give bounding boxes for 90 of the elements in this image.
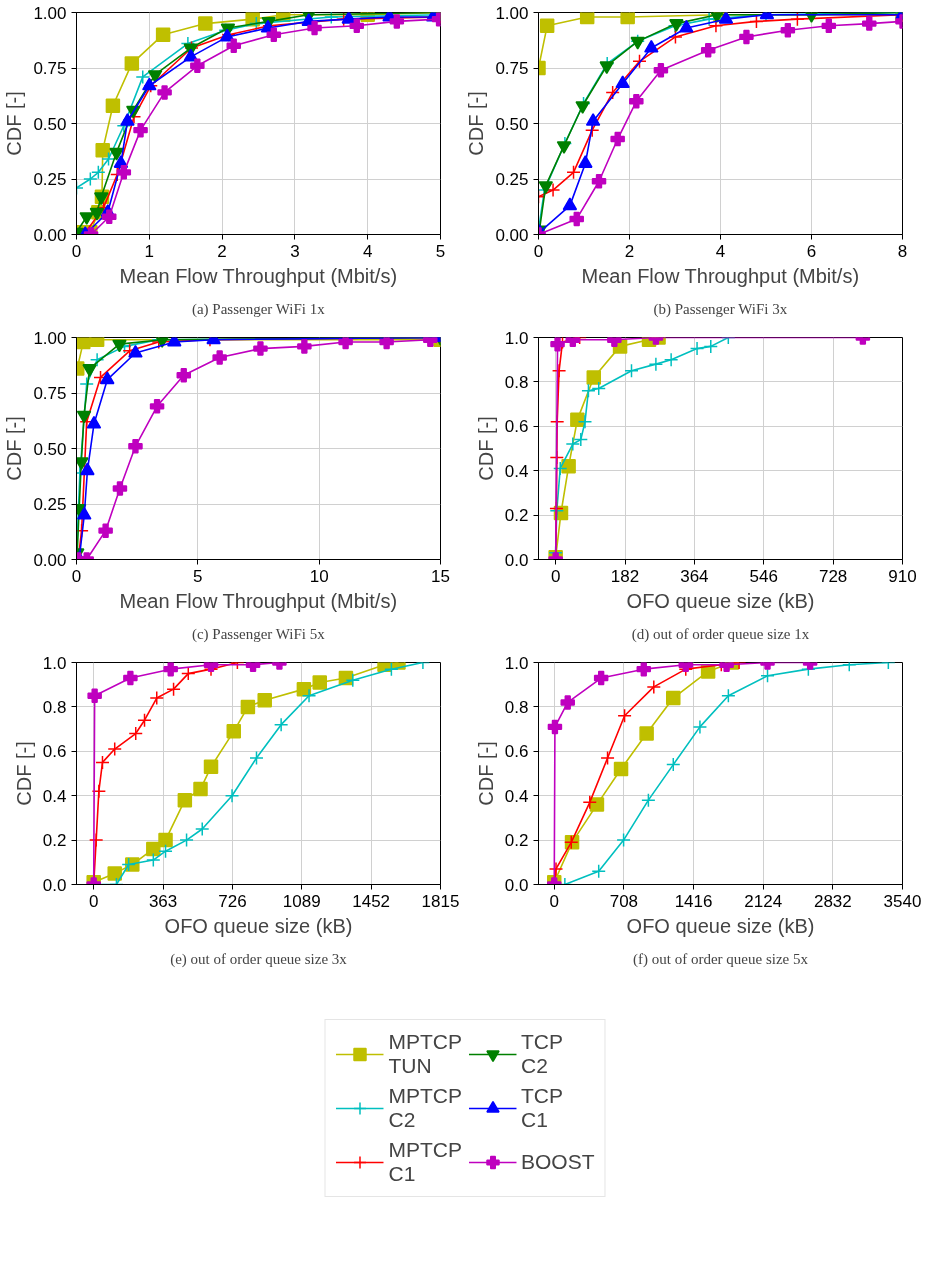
x-axis-title: OFO queue size (kB) bbox=[164, 914, 353, 937]
y-axis-title: CDF [-] bbox=[474, 416, 497, 481]
y-tick-label: 0.00 bbox=[33, 225, 67, 245]
y-axis-title: CDF [-] bbox=[3, 416, 26, 481]
legend-label: MPTCP C2 bbox=[388, 1083, 462, 1132]
y-tick-label: 1.0 bbox=[504, 328, 529, 348]
legend-label: MPTCP TUN bbox=[388, 1029, 462, 1078]
x-tick-label: 10 bbox=[309, 566, 329, 586]
y-tick-label: 0.4 bbox=[504, 786, 529, 806]
y-tick-label: 0.6 bbox=[504, 742, 529, 762]
y-tick-label: 0.25 bbox=[495, 170, 529, 189]
legend-label: TCP C2 bbox=[520, 1029, 563, 1078]
x-tick-label: 2 bbox=[624, 241, 635, 261]
y-axis-title: CDF [-] bbox=[12, 741, 35, 806]
x-tick-label: 363 bbox=[148, 891, 178, 911]
x-tick-label: 910 bbox=[888, 566, 917, 586]
y-axis-title: CDF [-] bbox=[474, 741, 497, 806]
y-tick-label: 0.2 bbox=[504, 506, 529, 526]
y-tick-label: 0.8 bbox=[42, 697, 67, 717]
y-axis-title: CDF [-] bbox=[465, 91, 488, 156]
legend-label: BOOST bbox=[520, 1148, 595, 1175]
text: (b) Passenger WiFi 3x bbox=[653, 300, 788, 318]
y-tick-label: 0.8 bbox=[504, 697, 529, 717]
x-tick-label: 0 bbox=[533, 241, 544, 261]
x-tick-label: 726 bbox=[218, 891, 247, 911]
legend-label: MPTCP C1 bbox=[388, 1137, 462, 1186]
y-tick-label: 1.00 bbox=[33, 3, 67, 23]
legend-label: TCP C1 bbox=[520, 1083, 563, 1132]
x-tick-label: 6 bbox=[806, 241, 817, 261]
y-tick-label: 1.00 bbox=[33, 328, 67, 348]
x-tick-label: 4 bbox=[715, 241, 726, 261]
x-axis-title: OFO queue size (kB) bbox=[626, 589, 815, 612]
y-tick-label: 0.50 bbox=[33, 114, 67, 134]
x-axis-title: Mean Flow Throughput (Mbit/s) bbox=[119, 589, 398, 612]
x-tick-label: 2832 bbox=[813, 891, 852, 911]
x-tick-label: 364 bbox=[680, 566, 709, 586]
x-tick-label: 3 bbox=[290, 241, 300, 261]
x-tick-label: 1 bbox=[144, 241, 155, 261]
x-tick-label: 0 bbox=[71, 566, 82, 586]
y-tick-label: 0.4 bbox=[42, 786, 67, 806]
y-tick-label: 0.4 bbox=[504, 461, 529, 481]
x-tick-label: 1452 bbox=[352, 891, 391, 911]
x-tick-label: 1089 bbox=[282, 891, 321, 911]
y-tick-label: 1.00 bbox=[495, 3, 529, 23]
x-axis-title: Mean Flow Throughput (Mbit/s) bbox=[119, 264, 398, 287]
y-tick-label: 0.8 bbox=[504, 372, 529, 392]
x-tick-label: 546 bbox=[749, 566, 778, 586]
y-tick-label: 0.00 bbox=[495, 225, 529, 245]
x-tick-label: 8 bbox=[897, 241, 908, 261]
x-tick-label: 708 bbox=[609, 891, 639, 911]
y-tick-label: 0.25 bbox=[33, 495, 67, 514]
y-tick-label: 0.0 bbox=[504, 550, 529, 570]
x-axis-title: OFO queue size (kB) bbox=[626, 914, 815, 937]
x-tick-label: 15 bbox=[431, 566, 450, 586]
x-tick-label: 5 bbox=[435, 241, 446, 261]
x-tick-label: 0 bbox=[550, 566, 561, 586]
x-tick-label: 4 bbox=[362, 241, 373, 261]
y-axis-title: CDF [-] bbox=[3, 91, 26, 156]
x-tick-label: 1416 bbox=[674, 891, 713, 911]
x-tick-label: 0 bbox=[549, 891, 559, 911]
y-tick-label: 0.50 bbox=[33, 439, 67, 459]
text: (e) out of order queue size 3x bbox=[170, 950, 348, 968]
y-tick-label: 0.6 bbox=[504, 417, 529, 437]
x-tick-label: 2124 bbox=[744, 891, 783, 911]
x-axis-title: Mean Flow Throughput (Mbit/s) bbox=[581, 264, 860, 287]
x-tick-label: 182 bbox=[610, 566, 640, 586]
y-tick-label: 0.2 bbox=[504, 831, 529, 851]
y-tick-label: 0.25 bbox=[33, 170, 67, 189]
x-tick-label: 3540 bbox=[883, 891, 922, 911]
text: (d) out of order queue size 1x bbox=[631, 625, 810, 643]
y-tick-label: 0.0 bbox=[42, 875, 67, 895]
text: (c) Passenger WiFi 5x bbox=[191, 625, 326, 643]
x-tick-label: 0 bbox=[71, 241, 82, 261]
y-tick-label: 0.75 bbox=[495, 59, 529, 78]
x-tick-label: 728 bbox=[818, 566, 848, 586]
text: (a) Passenger WiFi 1x bbox=[191, 300, 326, 318]
y-tick-label: 0.0 bbox=[504, 875, 529, 895]
x-tick-label: 1815 bbox=[421, 891, 460, 911]
y-tick-label: 0.6 bbox=[42, 742, 67, 762]
y-tick-label: 0.50 bbox=[495, 114, 529, 134]
y-tick-label: 0.00 bbox=[33, 550, 67, 570]
y-tick-label: 0.75 bbox=[33, 59, 67, 78]
x-tick-label: 0 bbox=[88, 891, 99, 911]
x-tick-label: 5 bbox=[193, 566, 203, 586]
x-tick-label: 2 bbox=[217, 241, 227, 261]
y-tick-label: 0.75 bbox=[33, 384, 67, 403]
text: (f) out of order queue size 5x bbox=[633, 950, 809, 968]
y-tick-label: 1.0 bbox=[504, 653, 529, 673]
y-tick-label: 0.2 bbox=[42, 831, 67, 851]
y-tick-label: 1.0 bbox=[42, 653, 67, 673]
